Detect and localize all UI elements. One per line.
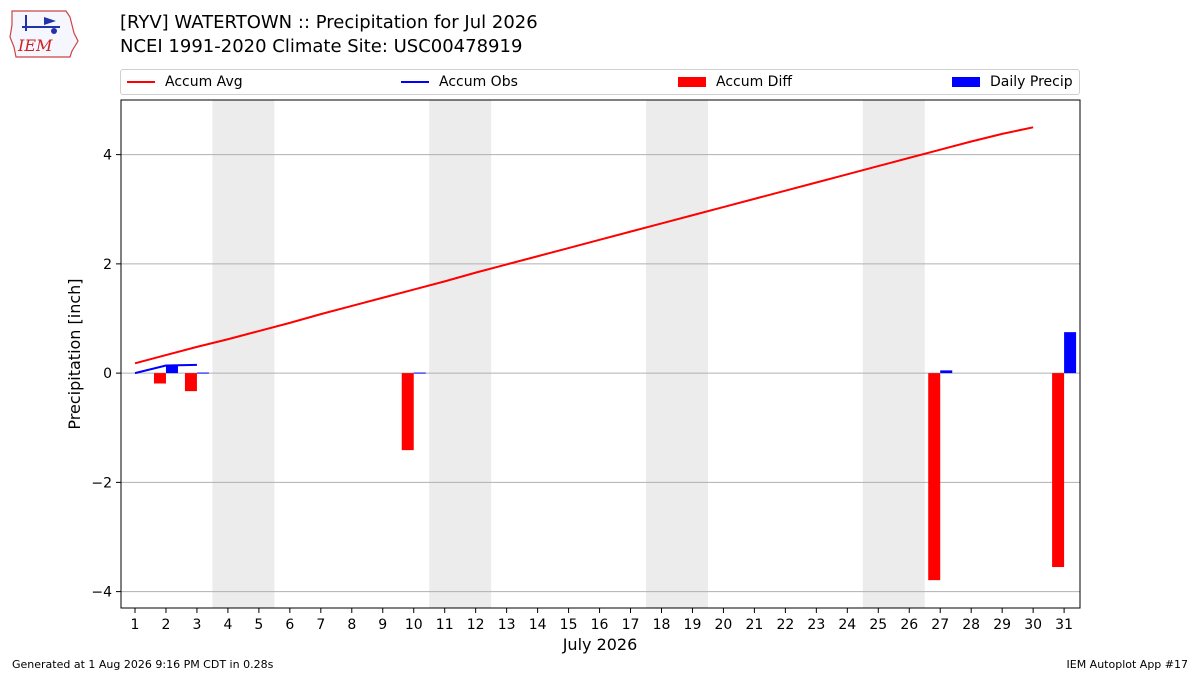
accum-diff-bar: [1052, 373, 1065, 568]
x-tick-label: 25: [869, 617, 887, 633]
accum-obs-line: [134, 363, 197, 375]
gridlines: [121, 154, 1080, 593]
weekend-band: [646, 100, 708, 608]
x-tick-label: 11: [436, 617, 454, 633]
x-tick-label: 29: [993, 617, 1011, 633]
footer-generated: Generated at 1 Aug 2026 9:16 PM CDT in 0…: [12, 658, 274, 671]
legend-accum-avg-label: Accum Avg: [165, 74, 243, 90]
x-tick-label: 26: [900, 617, 918, 633]
x-tick-label: 5: [254, 617, 263, 633]
x-tick-label: 4: [223, 617, 232, 633]
x-tick-label: 8: [347, 617, 356, 633]
x-tick-label: 1: [131, 617, 140, 633]
daily-precip-bar: [196, 372, 209, 374]
x-tick-label: 23: [807, 617, 825, 633]
accum-diff-bar: [184, 373, 197, 392]
x-tick-label: 17: [622, 617, 640, 633]
y-tick-label: −4: [91, 585, 112, 601]
legend-accum-avg: Accum Avg: [127, 70, 243, 94]
x-tick-label: 13: [498, 617, 516, 633]
x-tick-label: 2: [162, 617, 171, 633]
x-tick-label: 18: [653, 617, 671, 633]
x-tick-label: 7: [316, 617, 325, 633]
daily-precip-bar: [413, 372, 426, 374]
y-tick-label: −2: [91, 475, 112, 491]
x-tick-label: 28: [962, 617, 980, 633]
legend-accum-avg-swatch: [127, 81, 155, 83]
daily-precip-bar: [940, 370, 953, 374]
axes: 420−2−41 2 3 4 5 6 7 8 9 10 11 12 13 14 15 16 17 18 19 20 21…: [91, 148, 1073, 633]
weekend-band: [862, 100, 925, 608]
x-tick-label: 16: [591, 617, 609, 633]
x-tick-label: 3: [192, 617, 201, 633]
y-tick-label: 4: [103, 148, 112, 164]
x-tick-label: 24: [838, 617, 856, 633]
series-lines: [134, 126, 1034, 375]
x-tick-label: 21: [745, 617, 763, 633]
daily-precip-bar: [165, 365, 178, 374]
footer-app: IEM Autoplot App #17: [1066, 658, 1189, 671]
logo-text: IEM: [17, 36, 53, 55]
x-tick-label: 20: [715, 617, 733, 633]
legend-accum-diff-label: Accum Diff: [716, 74, 793, 90]
legend-daily-precip: Daily Precip: [952, 70, 1073, 94]
chart-title: [RYV] WATERTOWN :: Precipitation for Jul…: [120, 12, 538, 33]
x-tick-label: 22: [776, 617, 794, 633]
x-tick-label: 30: [1024, 617, 1042, 633]
daily-precip-bar: [1064, 332, 1077, 374]
x-axis-label: July 2026: [562, 635, 638, 654]
weekend-band: [212, 100, 275, 608]
legend-accum-obs-swatch: [401, 81, 429, 83]
weekend-band: [429, 100, 492, 608]
plot-frame: [120, 99, 1081, 609]
x-tick-label: 27: [931, 617, 949, 633]
y-tick-label: 2: [103, 257, 112, 273]
x-tick-label: 9: [378, 617, 387, 633]
weekend-shading: [212, 100, 925, 608]
accum-diff-bar: [401, 373, 414, 451]
x-tick-label: 12: [467, 617, 485, 633]
x-tick-label: 15: [560, 617, 578, 633]
y-axis-label: Precipitation [inch]: [65, 278, 84, 429]
x-tick-label: 14: [529, 617, 547, 633]
accum-diff-bar: [153, 373, 166, 384]
y-tick-label: 0: [103, 366, 112, 382]
legend-daily-precip-swatch: [952, 77, 980, 87]
x-tick-label: 6: [285, 617, 294, 633]
iem-logo: IEM: [8, 7, 80, 63]
accum-avg-line: [134, 126, 1034, 365]
legend-accum-obs: Accum Obs: [401, 70, 518, 94]
x-tick-label: 31: [1055, 617, 1073, 633]
chart-legend: Accum Avg Accum Obs Accum Diff Daily Pre…: [120, 69, 1080, 95]
legend-daily-precip-label: Daily Precip: [990, 74, 1073, 90]
legend-accum-diff-swatch: [678, 77, 706, 87]
accum-diff-bar: [928, 373, 941, 581]
x-tick-label: 19: [684, 617, 702, 633]
chart-subtitle: NCEI 1991-2020 Climate Site: USC00478919: [120, 36, 523, 57]
bars: [153, 332, 1077, 581]
legend-accum-diff: Accum Diff: [678, 70, 792, 94]
x-tick-label: 10: [405, 617, 423, 633]
legend-accum-obs-label: Accum Obs: [439, 74, 518, 90]
